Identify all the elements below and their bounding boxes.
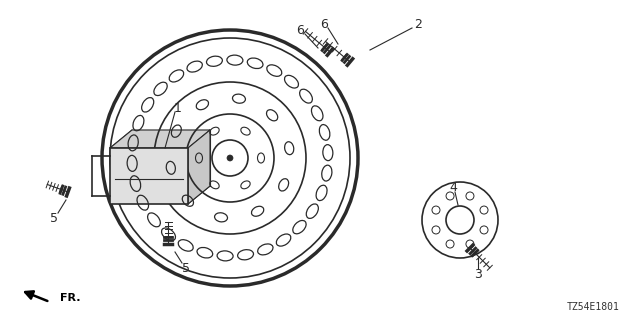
Text: TZ54E1801: TZ54E1801 bbox=[567, 302, 620, 312]
Text: 5: 5 bbox=[182, 261, 190, 275]
Text: 2: 2 bbox=[414, 18, 422, 30]
Polygon shape bbox=[110, 130, 210, 148]
Text: 6: 6 bbox=[296, 23, 304, 36]
Polygon shape bbox=[110, 148, 188, 204]
Text: 4: 4 bbox=[449, 180, 457, 194]
Text: 3: 3 bbox=[474, 268, 482, 281]
Text: 5: 5 bbox=[50, 212, 58, 225]
Text: FR.: FR. bbox=[60, 293, 81, 303]
Text: 1: 1 bbox=[174, 101, 182, 115]
Text: 6: 6 bbox=[320, 18, 328, 30]
Circle shape bbox=[227, 155, 233, 161]
Polygon shape bbox=[188, 130, 210, 204]
